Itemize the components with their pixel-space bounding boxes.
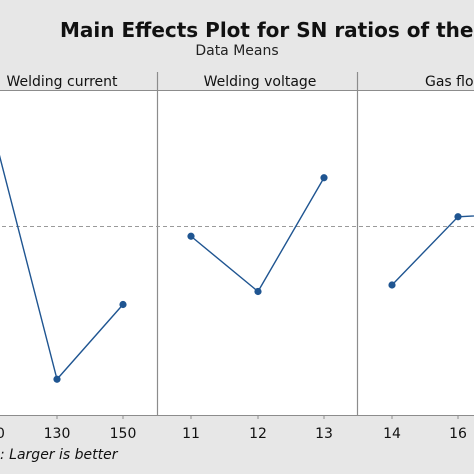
panel-label-welding-voltage: Welding voltage: [204, 74, 317, 90]
x-tick-label-panel-0-0: 00: [0, 426, 5, 442]
chart-subtitle: Data Means: [195, 43, 279, 59]
data-point-panel-1-2: [320, 174, 328, 182]
chart-title: Main Effects Plot for SN ratios of the G: [60, 18, 474, 42]
data-point-panel-1-1: [254, 287, 262, 296]
tick-layer: 00 130 150 11 12 13 14 16: [0, 415, 467, 442]
data-point-panel-1-0: [187, 232, 195, 240]
panel-header-strip: [0, 72, 474, 91]
data-point-panel-2-1: [454, 213, 462, 221]
data-point-panel-0-2: [119, 300, 127, 309]
sn-criterion-note: : Larger is better: [0, 447, 118, 463]
x-tick-label-panel-1-1: 12: [249, 426, 267, 442]
x-tick-label-panel-1-0: 11: [182, 426, 200, 442]
x-tick-label-panel-2-0: 14: [383, 426, 401, 442]
x-tick-label-panel-0-1: 130: [44, 426, 71, 442]
x-tick-label-panel-0-2: 150: [110, 426, 137, 442]
x-tick-label-panel-1-2: 13: [315, 426, 333, 442]
panel-plot-area: [0, 90, 474, 415]
panel-label-welding-current: Welding current: [6, 74, 118, 90]
panel-label-gas-flow: Gas flow: [425, 74, 474, 90]
series-layer: [0, 154, 474, 383]
data-point-panel-0-1: [53, 375, 61, 383]
x-tick-label-panel-2-1: 16: [449, 426, 467, 442]
data-point-panel-2-0: [388, 281, 396, 289]
